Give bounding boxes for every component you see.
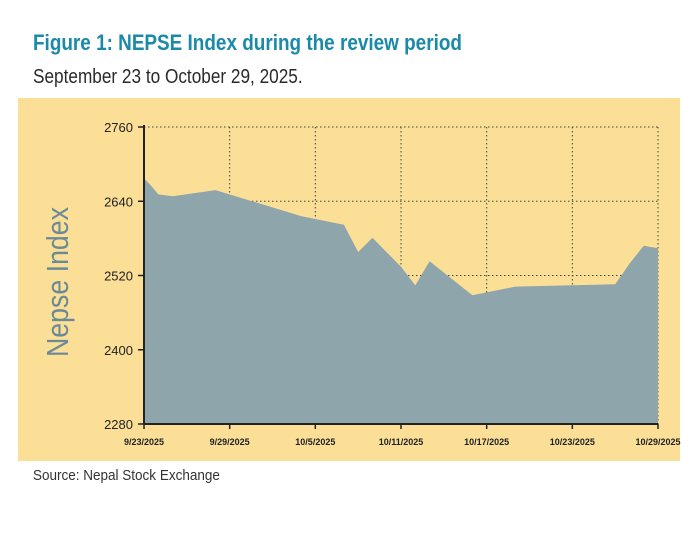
chart-subtitle: September 23 to October 29, 2025. [33,66,303,88]
x-tick-label: 9/29/2025 [210,437,250,447]
y-tick-label: 2400 [104,343,133,358]
x-tick-label: 10/23/2025 [550,437,595,447]
y-tick-label: 2520 [104,269,133,284]
x-tick-label: 10/11/2025 [379,437,424,447]
y-tick-label: 2760 [104,120,133,135]
x-tick-label: 10/17/2025 [464,437,509,447]
source-note: Source: Nepal Stock Exchange [33,467,220,484]
x-tick-label: 9/23/2025 [124,437,164,447]
y-axis-label: Nepse Index [40,207,75,357]
y-tick-label: 2280 [104,417,133,432]
chart-title: Figure 1: NEPSE Index during the review … [33,30,462,55]
x-tick-label: 10/29/2025 [635,437,680,447]
y-tick-label: 2640 [104,194,133,209]
series-area-nepse-index [144,178,658,424]
x-tick-label: 10/5/2025 [295,437,335,447]
